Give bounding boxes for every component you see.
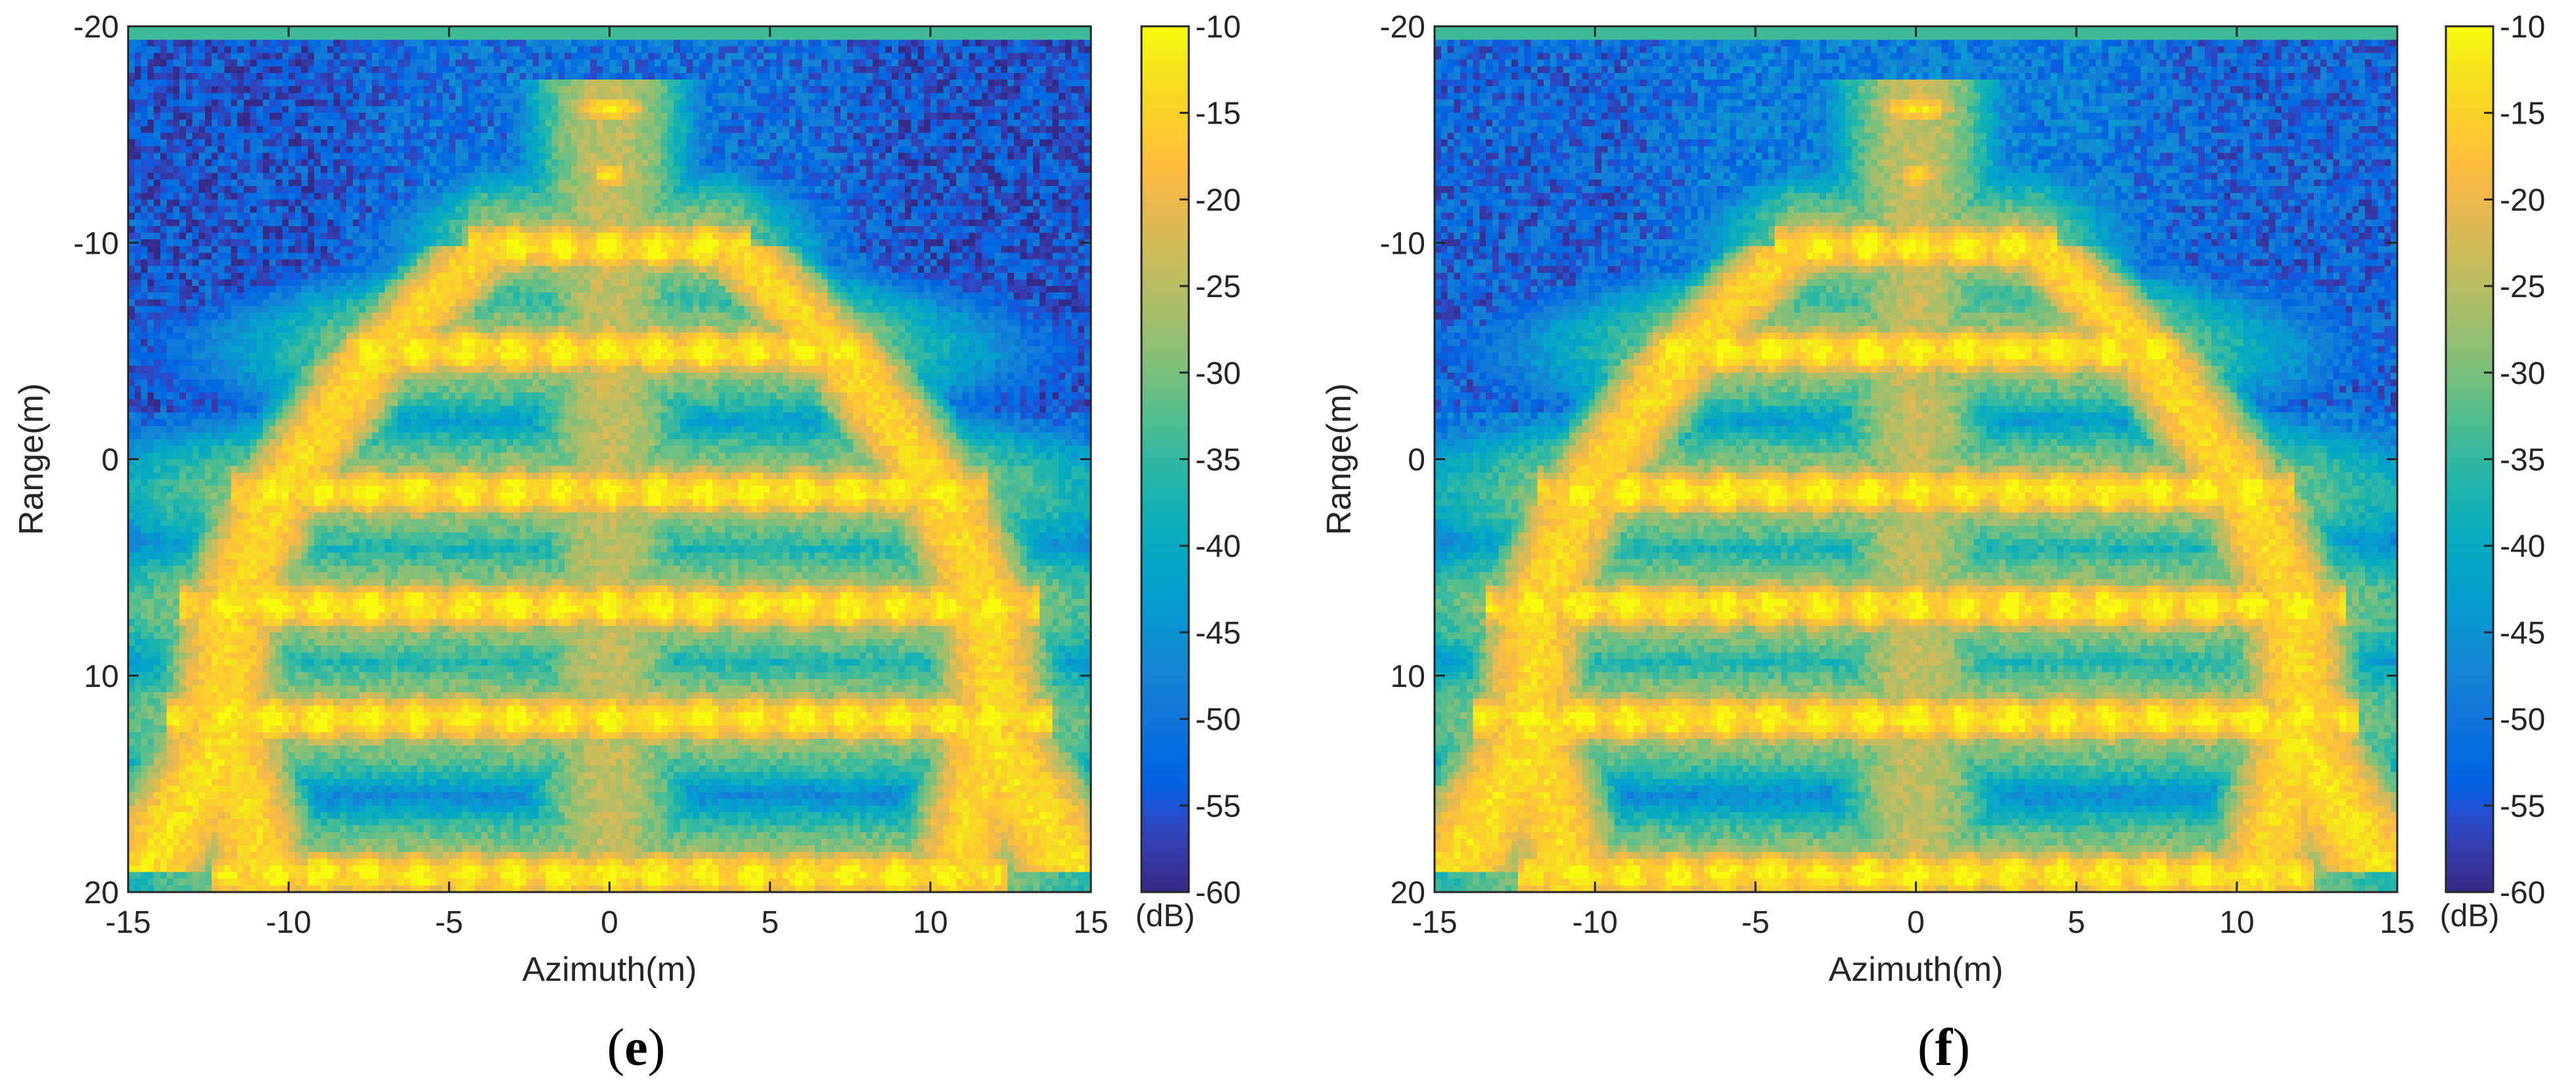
colorbar-tick-label: -35 <box>1195 443 1241 478</box>
x-tick-label: 15 <box>2380 905 2414 940</box>
panel-label-letter: e <box>624 1019 648 1077</box>
y-tick-label: -10 <box>1380 226 1425 261</box>
y-tick-label: -20 <box>74 10 119 45</box>
colorbar-tick-label: -15 <box>2500 97 2545 131</box>
heatmap-image <box>128 26 1091 892</box>
panel-label-open: ( <box>1918 1019 1935 1077</box>
y-tick-label: 20 <box>84 876 119 910</box>
x-tick-label: -15 <box>1412 905 1457 940</box>
x-tick-label: -5 <box>435 905 463 940</box>
y-tick-label: 0 <box>101 443 119 478</box>
colorbar-unit-label: (dB) <box>1136 899 1195 933</box>
chart-panel-f: -15 -10 -5 0 5 10 15-20-1001020Azimuth(m)Range… <box>1320 10 2545 1077</box>
x-tick-label: -10 <box>265 905 311 940</box>
panel-label-close: ) <box>1952 1019 1970 1077</box>
x-tick-label: 10 <box>913 905 948 940</box>
x-tick-label: 10 <box>2219 905 2254 940</box>
panel-label-letter: f <box>1935 1019 1954 1077</box>
x-tick-label: -5 <box>1741 905 1770 940</box>
y-tick-label: 10 <box>1391 659 1425 694</box>
colorbar-tick-label: -25 <box>1195 270 1241 304</box>
colorbar-tick-label: -20 <box>1195 183 1241 218</box>
colorbar-tick-label: -10 <box>1195 10 1241 45</box>
colorbar-tick-label: -40 <box>2500 529 2545 564</box>
colorbar-tick-label: -20 <box>2500 183 2545 218</box>
colorbar-tick-label: -30 <box>2500 356 2545 391</box>
y-axis-title: Range(m) <box>12 383 51 535</box>
colorbar-tick-label: -55 <box>2500 789 2545 824</box>
x-tick-label: 5 <box>761 905 779 940</box>
colorbar-tick-label: -45 <box>2500 616 2545 651</box>
x-tick-label: 15 <box>1073 905 1108 940</box>
y-tick-label: 0 <box>1408 443 1425 478</box>
colorbar-tick-label: -30 <box>1195 356 1241 391</box>
colorbar-tick-label: -35 <box>2500 443 2545 478</box>
x-tick-label: 0 <box>1907 905 1925 940</box>
colorbar-tick-label: -50 <box>2500 703 2545 738</box>
x-axis-title: Azimuth(m) <box>522 951 697 989</box>
colorbar-tick-label: -60 <box>2500 876 2545 910</box>
panel-label-open: ( <box>607 1019 625 1077</box>
panel-label: (e) <box>607 1019 666 1077</box>
x-tick-label: 0 <box>601 905 618 940</box>
panel-label: (f) <box>1918 1019 1970 1077</box>
colorbar-tick-label: -40 <box>1195 529 1241 564</box>
x-tick-label: -15 <box>105 905 150 940</box>
colorbar-tick-label: -45 <box>1195 616 1241 651</box>
x-axis-title: Azimuth(m) <box>1829 951 2004 989</box>
colorbar-unit-label: (dB) <box>2440 899 2500 933</box>
x-tick-label: -10 <box>1572 905 1617 940</box>
y-tick-label: 20 <box>1391 876 1425 910</box>
y-tick-label: 10 <box>84 659 119 694</box>
heatmap-image <box>1435 26 2397 892</box>
x-tick-label: 5 <box>2067 905 2085 940</box>
colorbar-tick-label: -25 <box>2500 270 2545 304</box>
colorbar-tick-label: -10 <box>2500 10 2545 45</box>
y-axis-title: Range(m) <box>1320 383 1358 535</box>
colorbar-tick-label: -60 <box>1195 876 1241 910</box>
panel-label-close: ) <box>648 1019 666 1077</box>
y-tick-label: -20 <box>1380 10 1425 45</box>
y-tick-label: -10 <box>74 226 119 261</box>
colorbar-tick-label: -55 <box>1195 789 1241 824</box>
colorbar-tick-label: -15 <box>1195 97 1241 131</box>
colorbar-tick-label: -50 <box>1195 703 1241 738</box>
chart-panel-e: -15 -10 -5 0 5 10 15-20-1001020Azimuth(m)Range… <box>12 10 1241 1077</box>
